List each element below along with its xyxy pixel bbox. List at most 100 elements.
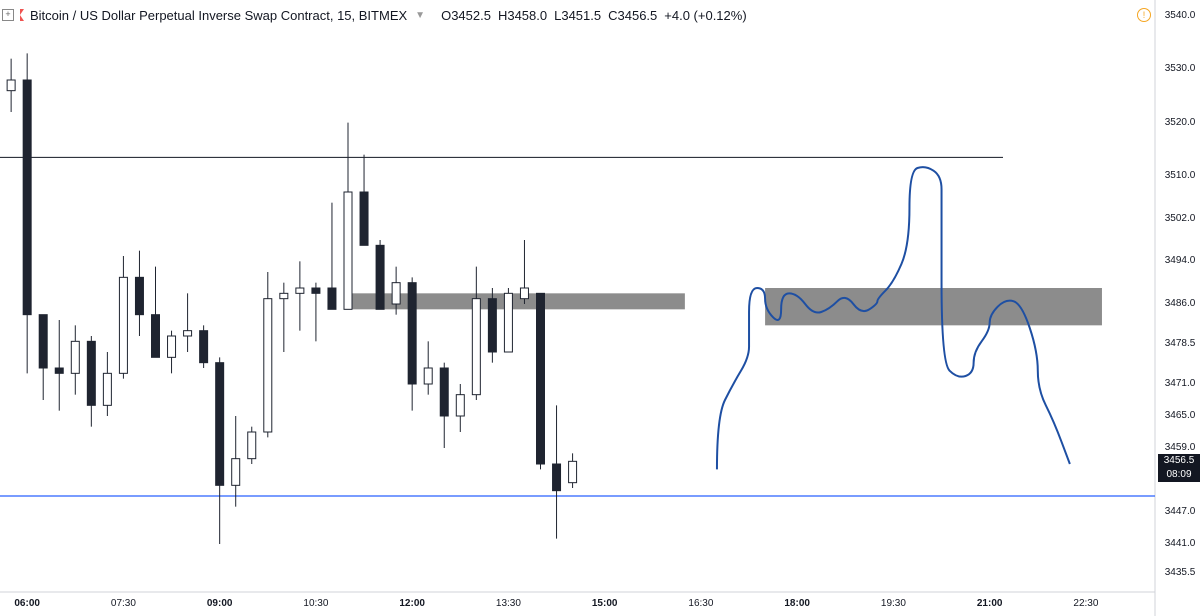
price-tick-label: 3435.5	[1164, 567, 1196, 579]
price-tick-label: 3447.0	[1164, 506, 1196, 517]
candle-body	[503, 292, 513, 353]
candle-body	[6, 79, 16, 92]
candle-body	[423, 367, 433, 385]
ohlc-close: C3456.5	[608, 7, 658, 23]
candle	[167, 330, 177, 374]
candle-body	[295, 287, 305, 294]
time-tick-label: 10:30	[303, 598, 329, 609]
candle	[279, 282, 289, 352]
candle	[391, 266, 401, 315]
candle-body	[215, 362, 225, 486]
candle	[536, 292, 545, 470]
projection-drawing	[715, 166, 1071, 470]
ohlc-change: +4.0 (+0.12%)	[664, 7, 747, 23]
candle	[375, 240, 385, 310]
candle	[38, 314, 48, 400]
candle-body	[247, 431, 257, 460]
ohlc-low: L3451.5	[554, 7, 602, 23]
candle	[343, 122, 353, 310]
price-tick-label: 3494.0	[1164, 255, 1196, 267]
candle	[407, 277, 417, 411]
bar-countdown-label: 08:09	[1158, 468, 1200, 483]
time-tick-label: 19:30	[880, 598, 906, 609]
price-tick-label: 3486.0	[1164, 298, 1196, 309]
candle	[439, 362, 449, 448]
candle	[134, 250, 144, 336]
candle-body	[455, 394, 465, 417]
candle-body	[311, 287, 321, 294]
time-tick-label: 12:00	[399, 598, 425, 609]
candle-body	[487, 298, 497, 353]
ohlc-high: H3458.0	[497, 7, 548, 23]
candle-body	[359, 191, 369, 246]
candle	[519, 240, 529, 304]
candle	[54, 320, 64, 411]
price-tick-label: 3441.0	[1164, 538, 1196, 549]
candle	[263, 272, 273, 438]
zone-left	[348, 293, 685, 310]
time-tick-label: 06:00	[14, 598, 40, 609]
candle	[471, 266, 481, 400]
price-tick-label: 3459.0	[1164, 442, 1196, 453]
candle	[455, 384, 465, 432]
candle-body	[343, 191, 353, 310]
candle-body	[102, 372, 112, 406]
candle	[295, 261, 305, 331]
candle-body	[568, 460, 578, 484]
candle-body	[151, 314, 160, 358]
candle	[199, 325, 209, 368]
candle	[231, 416, 241, 507]
candle	[86, 336, 96, 427]
candle	[487, 288, 497, 363]
current-price-label: 3456.5	[1158, 454, 1200, 469]
candle-body	[54, 367, 64, 374]
candle-body	[70, 340, 80, 374]
candle-body	[134, 276, 144, 316]
price-tick-label: 3540.0	[1164, 10, 1196, 21]
time-tick-label: 15:00	[591, 598, 618, 609]
candle-body	[375, 244, 385, 310]
warning-circle-icon[interactable]: !	[1137, 8, 1151, 22]
time-tick-label: 09:00	[206, 598, 233, 609]
price-tick-label: 3530.0	[1164, 63, 1196, 75]
candle-body	[199, 330, 209, 364]
candle-body	[38, 314, 48, 369]
candle	[359, 154, 369, 246]
candle-body	[471, 298, 481, 396]
candle-body	[118, 276, 128, 374]
time-tick-label: 07:30	[110, 598, 136, 609]
candle-body	[263, 298, 273, 433]
candle	[102, 352, 112, 416]
candle-body	[552, 463, 562, 492]
candle	[568, 453, 578, 488]
candle	[183, 293, 193, 352]
chevron-down-icon[interactable]: ▼	[415, 9, 426, 21]
time-tick-label: 16:30	[688, 598, 714, 609]
candle-body	[407, 282, 417, 385]
candle	[327, 202, 337, 310]
plus-square-icon[interactable]: +	[2, 9, 14, 21]
candle	[22, 53, 32, 374]
candle	[6, 58, 16, 112]
price-tick-label: 3465.0	[1164, 410, 1196, 421]
time-tick-label: 22:30	[1073, 598, 1099, 609]
candle-body	[519, 287, 529, 300]
candle-body	[183, 330, 193, 337]
candle	[215, 357, 225, 544]
candle-body	[231, 458, 241, 486]
candle-body	[439, 367, 449, 417]
candle	[552, 405, 562, 539]
price-tick-label: 3520.0	[1164, 116, 1196, 128]
zone-right	[765, 288, 1102, 326]
candle	[151, 266, 160, 358]
candle	[70, 325, 80, 395]
candle-body	[167, 335, 177, 358]
candle	[503, 288, 513, 353]
candle	[247, 426, 257, 464]
candle	[423, 341, 433, 395]
red-flag-icon[interactable]	[20, 9, 24, 21]
symbol-title[interactable]: Bitcoin / US Dollar Perpetual Inverse Sw…	[30, 7, 408, 23]
candle	[118, 256, 128, 379]
time-tick-label: 13:30	[495, 598, 521, 609]
